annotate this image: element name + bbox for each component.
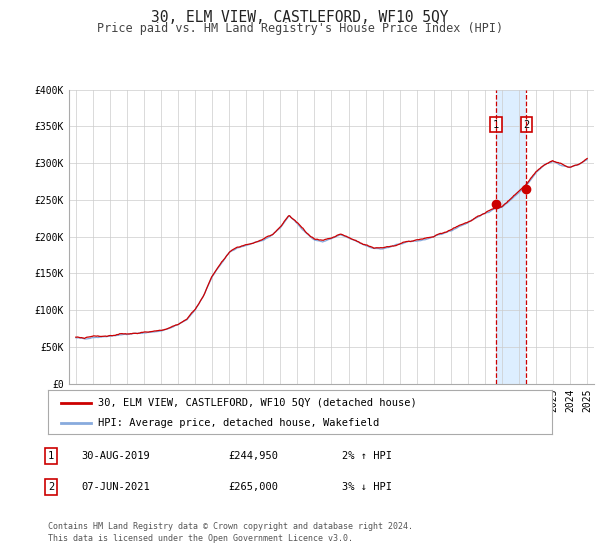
Bar [496, 90, 526, 384]
Text: 07-JUN-2021: 07-JUN-2021 [81, 482, 150, 492]
Text: 30, ELM VIEW, CASTLEFORD, WF10 5QY (detached house): 30, ELM VIEW, CASTLEFORD, WF10 5QY (deta… [98, 398, 417, 408]
Text: 1: 1 [48, 451, 54, 461]
Text: £244,950: £244,950 [228, 451, 278, 461]
Text: 3% ↓ HPI: 3% ↓ HPI [342, 482, 392, 492]
Text: 30, ELM VIEW, CASTLEFORD, WF10 5QY: 30, ELM VIEW, CASTLEFORD, WF10 5QY [151, 10, 449, 25]
Text: 2: 2 [523, 120, 530, 130]
Text: Price paid vs. HM Land Registry's House Price Index (HPI): Price paid vs. HM Land Registry's House … [97, 22, 503, 35]
Text: 2: 2 [48, 482, 54, 492]
Text: 30-AUG-2019: 30-AUG-2019 [81, 451, 150, 461]
Text: HPI: Average price, detached house, Wakefield: HPI: Average price, detached house, Wake… [98, 418, 380, 428]
Text: Contains HM Land Registry data © Crown copyright and database right 2024.
This d: Contains HM Land Registry data © Crown c… [48, 522, 413, 543]
Text: 1: 1 [493, 120, 499, 130]
Text: £265,000: £265,000 [228, 482, 278, 492]
Text: 2% ↑ HPI: 2% ↑ HPI [342, 451, 392, 461]
